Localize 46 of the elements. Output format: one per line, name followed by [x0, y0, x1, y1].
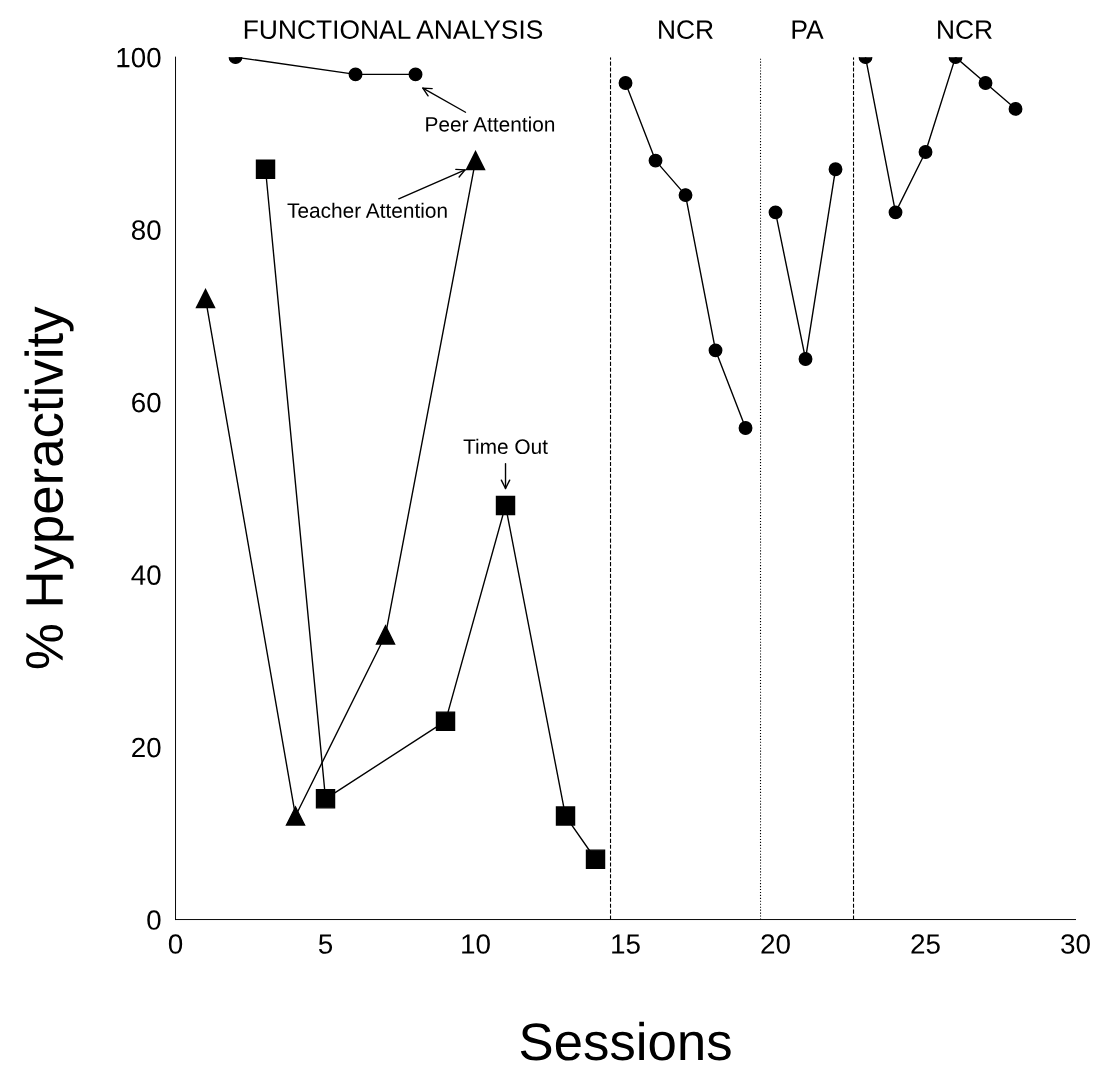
point	[495, 495, 516, 516]
point	[435, 711, 456, 731]
point	[1008, 101, 1023, 116]
x-tick-label: 0	[168, 934, 183, 954]
y-tick-label: 60	[132, 392, 161, 413]
point	[618, 76, 633, 90]
x-tick-label: 15	[612, 934, 640, 954]
x-tick-label: 20	[761, 934, 790, 954]
y-tick-label: 40	[131, 565, 161, 585]
point	[708, 343, 723, 358]
point	[255, 159, 276, 179]
point	[828, 162, 843, 177]
y-tick-label: 20	[132, 737, 161, 758]
y-tick-label: 0	[147, 910, 161, 930]
point	[768, 205, 783, 220]
point	[678, 188, 693, 203]
x-tick-label: 10	[462, 934, 490, 954]
point	[798, 352, 813, 366]
text: PA	[792, 20, 824, 39]
point	[888, 205, 903, 220]
point	[285, 806, 306, 826]
x-tick-label: 5	[318, 934, 333, 954]
text: NCR	[659, 20, 713, 39]
legend-label: Peer Attention	[426, 116, 555, 132]
point	[918, 145, 933, 159]
point	[738, 421, 753, 435]
x-axis-title: Sessions	[520, 1021, 731, 1061]
text: NCR	[938, 20, 992, 39]
point	[555, 806, 576, 826]
point	[195, 288, 216, 309]
point	[315, 789, 336, 809]
legend-label: Teacher Attention	[287, 202, 447, 218]
x-tick-label: 30	[1061, 934, 1090, 954]
point	[978, 76, 993, 90]
text: Time Out	[463, 438, 548, 455]
point	[375, 625, 396, 645]
y-axis-title: % Hyperactivity	[24, 306, 74, 669]
point	[408, 67, 423, 82]
x-tick-label: 25	[911, 934, 940, 954]
y-tick-label: 80	[131, 220, 161, 240]
point	[348, 67, 363, 82]
point	[648, 153, 663, 168]
y-tick-label: 100	[117, 47, 161, 68]
text: FUNCTIONAL ANALYSIS	[244, 20, 543, 39]
point	[465, 150, 486, 171]
point	[585, 849, 606, 869]
